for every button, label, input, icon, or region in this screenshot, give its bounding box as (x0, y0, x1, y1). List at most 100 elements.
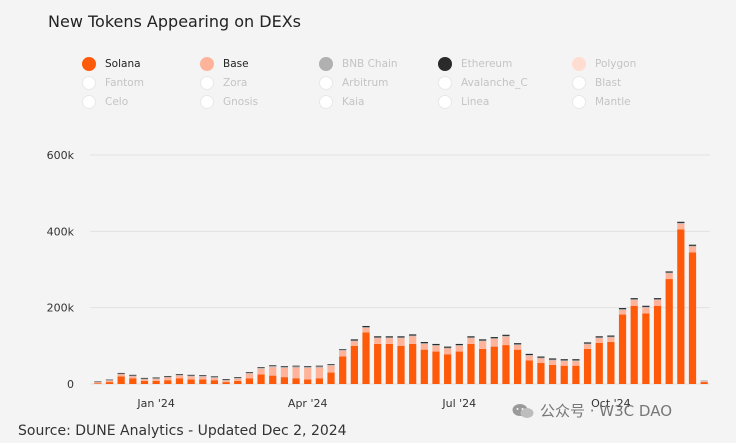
bar-segment[interactable] (199, 376, 207, 380)
bar-segment[interactable] (420, 343, 428, 344)
bar-segment[interactable] (432, 351, 440, 384)
bar-segment[interactable] (315, 366, 323, 368)
legend-item[interactable]: Fantom (82, 75, 144, 91)
bar-segment[interactable] (187, 374, 195, 376)
bar-segment[interactable] (222, 380, 230, 383)
bar-segment[interactable] (234, 380, 242, 384)
bar-segment[interactable] (94, 381, 102, 383)
bar-segment[interactable] (444, 346, 452, 348)
bar-segment[interactable] (257, 374, 265, 384)
bar-segment[interactable] (560, 359, 568, 361)
bar-segment[interactable] (642, 305, 650, 307)
bar-segment[interactable] (642, 307, 650, 314)
bar-segment[interactable] (234, 378, 242, 381)
bar-segment[interactable] (152, 377, 160, 379)
bar-segment[interactable] (548, 360, 557, 365)
bar-segment[interactable] (490, 338, 498, 347)
bar-segment[interactable] (502, 345, 510, 384)
bar-segment[interactable] (385, 337, 393, 339)
bar-segment[interactable] (187, 376, 195, 380)
bar-segment[interactable] (292, 365, 300, 367)
legend-item[interactable]: Avalanche_C (438, 75, 528, 91)
bar-segment[interactable] (140, 379, 149, 381)
bar-segment[interactable] (362, 332, 370, 384)
bar-segment[interactable] (280, 367, 289, 378)
bar-segment[interactable] (374, 343, 382, 384)
bar-segment[interactable] (688, 252, 697, 384)
bar-segment[interactable] (117, 376, 125, 384)
bar-segment[interactable] (653, 298, 662, 300)
legend-item[interactable]: Solana (82, 56, 141, 72)
bar-segment[interactable] (304, 379, 312, 384)
bar-segment[interactable] (175, 378, 184, 384)
bar-segment[interactable] (385, 336, 393, 338)
bar-segment[interactable] (688, 245, 697, 247)
bar-segment[interactable] (455, 345, 463, 346)
bar-segment[interactable] (467, 343, 475, 384)
bar-segment[interactable] (653, 305, 662, 384)
bar-segment[interactable] (572, 360, 580, 362)
bar-segment[interactable] (350, 341, 358, 346)
bar-segment[interactable] (642, 313, 650, 384)
bar-segment[interactable] (152, 379, 160, 381)
bar-segment[interactable] (140, 377, 149, 379)
bar-segment[interactable] (339, 350, 347, 357)
legend-item[interactable]: Ethereum (438, 56, 512, 72)
bar-segment[interactable] (525, 353, 533, 355)
bar-segment[interactable] (513, 349, 522, 384)
bar-segment[interactable] (444, 348, 452, 355)
bar-segment[interactable] (444, 347, 452, 349)
bar-segment[interactable] (560, 361, 568, 366)
bar-segment[interactable] (304, 366, 312, 368)
legend-item[interactable]: Celo (82, 94, 128, 110)
bar-segment[interactable] (595, 337, 603, 339)
legend-item[interactable]: Linea (438, 94, 489, 110)
bar-segment[interactable] (362, 327, 370, 333)
bar-segment[interactable] (513, 343, 522, 345)
bar-segment[interactable] (199, 379, 207, 384)
bar-segment[interactable] (537, 356, 545, 358)
bar-segment[interactable] (292, 378, 300, 384)
bar-segment[interactable] (210, 377, 219, 378)
bar-segment[interactable] (525, 354, 533, 356)
bar-segment[interactable] (409, 336, 417, 344)
bar-segment[interactable] (199, 375, 207, 377)
bar-segment[interactable] (269, 366, 277, 368)
bar-segment[interactable] (105, 380, 114, 383)
bar-segment[interactable] (700, 381, 708, 383)
bar-segment[interactable] (222, 379, 230, 381)
bar-segment[interactable] (117, 373, 125, 375)
bar-segment[interactable] (350, 339, 358, 341)
bar-segment[interactable] (409, 335, 417, 337)
bar-segment[interactable] (630, 299, 638, 301)
legend-item[interactable]: Kaia (319, 94, 365, 110)
bar-segment[interactable] (117, 374, 125, 377)
legend-item[interactable]: Arbitrum (319, 75, 388, 91)
bar-segment[interactable] (420, 342, 428, 344)
bar-segment[interactable] (257, 368, 265, 375)
bar-segment[interactable] (653, 299, 662, 301)
bar-segment[interactable] (94, 383, 102, 384)
bar-segment[interactable] (385, 343, 393, 384)
bar-segment[interactable] (210, 380, 219, 384)
bar-segment[interactable] (467, 336, 475, 338)
bar-segment[interactable] (583, 342, 592, 344)
bar-segment[interactable] (665, 272, 673, 274)
bar-segment[interactable] (362, 325, 370, 328)
bar-segment[interactable] (455, 345, 463, 352)
bar-segment[interactable] (245, 372, 254, 374)
bar-segment[interactable] (175, 374, 184, 376)
bar-segment[interactable] (618, 309, 627, 315)
bar-segment[interactable] (385, 338, 393, 344)
bar-segment[interactable] (409, 343, 417, 384)
bar-segment[interactable] (292, 367, 300, 379)
bar-segment[interactable] (315, 378, 323, 384)
bar-segment[interactable] (513, 344, 522, 346)
bar-segment[interactable] (665, 273, 673, 280)
bar-segment[interactable] (397, 338, 405, 346)
bar-segment[interactable] (397, 337, 405, 339)
bar-segment[interactable] (502, 336, 510, 346)
bar-segment[interactable] (187, 379, 195, 384)
bar-segment[interactable] (420, 343, 428, 350)
bar-segment[interactable] (269, 365, 277, 367)
